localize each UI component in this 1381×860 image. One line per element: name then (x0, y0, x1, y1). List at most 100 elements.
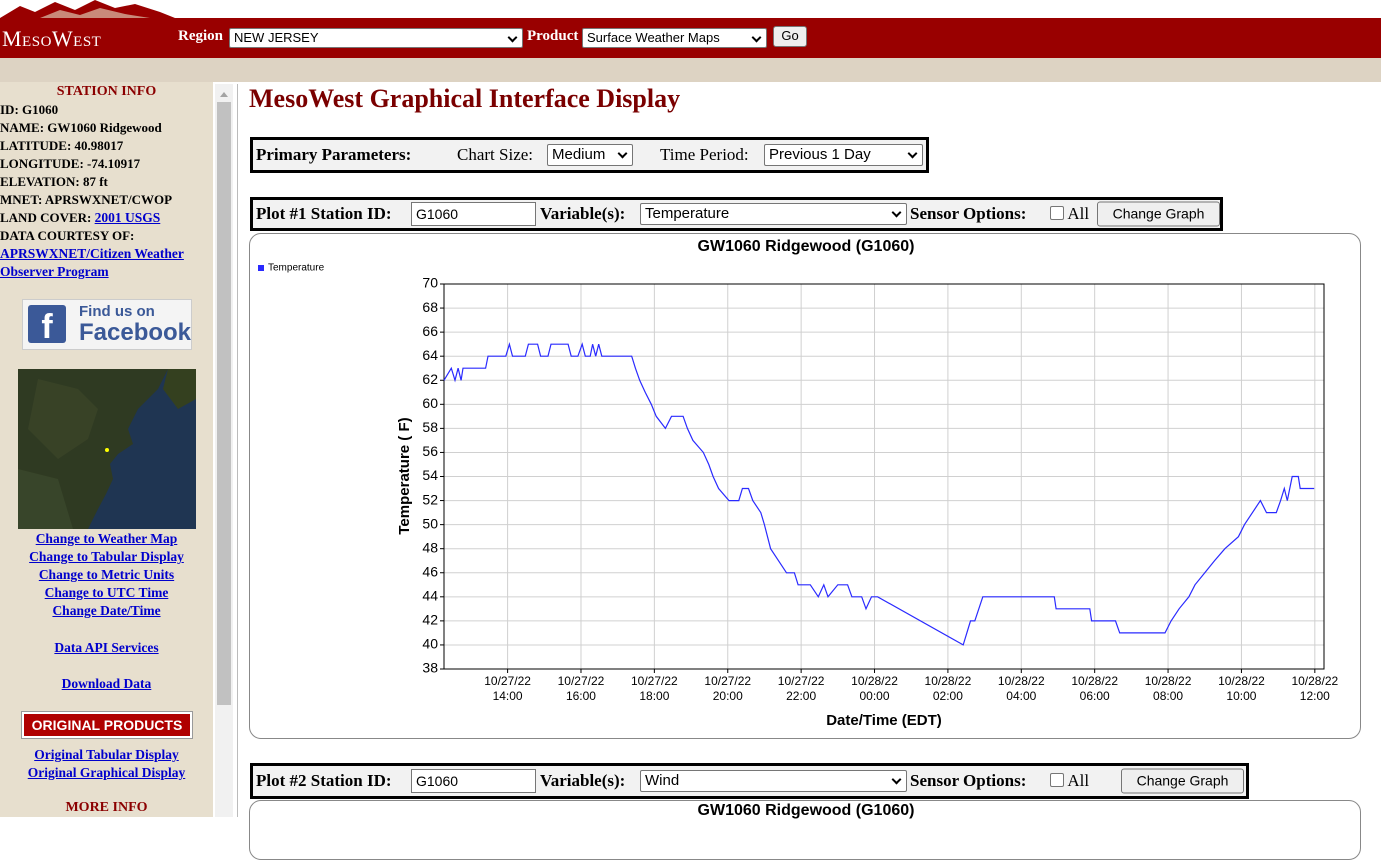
plot-border (443, 283, 1325, 670)
y-tick-label: 52 (422, 491, 438, 507)
chart2-frame: GW1060 Ridgewood (G1060) (249, 800, 1361, 860)
station-field: LONGITUDE: -74.10917 (0, 155, 213, 173)
legend-label: Temperature (268, 263, 325, 274)
region-label: Region (178, 28, 223, 44)
page: MesoWest Region NEW JERSEY Product Surfa… (0, 0, 1381, 817)
field-value: 87 ft (82, 174, 108, 189)
chart: GW1060 Ridgewood (G1060) Temperature ( F… (258, 238, 1339, 729)
plot1-controls: Plot #1 Station ID: G1060 Variable(s): T… (250, 197, 1223, 231)
facebook-line1: Find us on (79, 303, 155, 320)
y-tick-label: 60 (422, 395, 438, 411)
sidebar-link[interactable]: Original Tabular Display (34, 747, 179, 762)
station-field: LATITUDE: 40.98017 (0, 137, 213, 155)
legend-swatch (258, 265, 264, 271)
primary-label: Primary Parameters: (256, 145, 412, 164)
scroll-thumb[interactable] (217, 102, 231, 705)
courtesy-label: DATA COURTESY OF: (0, 228, 135, 243)
sensor-label: Sensor Options: (910, 771, 1027, 790)
variable-label: Variable(s): (540, 204, 626, 223)
size-label: Chart Size: (457, 145, 534, 164)
field-label: ID: (0, 102, 19, 117)
original-products-heading: ORIGINAL PRODUCTS (21, 711, 193, 739)
y-tick-label: 58 (422, 419, 438, 435)
checkbox[interactable] (1050, 206, 1064, 220)
land-cover: LAND COVER: 2001 USGS (0, 209, 160, 227)
size-select[interactable]: Medium (547, 144, 633, 166)
sidebar-link[interactable]: Change to UTC Time (44, 585, 169, 600)
sidebar-link[interactable]: Change to Weather Map (35, 531, 178, 546)
product-select[interactable]: Surface Weather Maps (582, 28, 767, 48)
courtesy: APRSWXNET/Citizen Weather Observer Progr… (0, 245, 213, 281)
usgs-link[interactable]: 2001 USGS (94, 210, 161, 225)
download-row: Download Data (0, 675, 213, 693)
x-tick-label: 10/27/22 22:00 (778, 674, 825, 703)
period-label: Time Period: (660, 145, 749, 164)
station-input[interactable]: G1060 (411, 202, 536, 226)
y-tick-label: 56 (422, 443, 438, 459)
go-button[interactable]: Go (773, 26, 807, 47)
link-row: Change to Weather Map (0, 530, 213, 548)
logo[interactable]: MesoWest (2, 26, 102, 51)
link-row: Change to Tabular Display (0, 548, 213, 566)
x-tick-label: 10/28/22 06:00 (1071, 674, 1118, 703)
link-row: Change to Metric Units (0, 566, 213, 584)
field-label: LATITUDE: (0, 138, 72, 153)
courtesy-link[interactable]: APRSWXNET/Citizen Weather Observer Progr… (0, 246, 184, 279)
y-tick-label: 66 (422, 323, 438, 339)
plot2-controls: Plot #2 Station ID: G1060 Variable(s): W… (250, 763, 1249, 799)
x-tick-label: 10/28/22 02:00 (925, 674, 972, 703)
y-tick-label: 62 (422, 371, 438, 387)
scroll-up[interactable] (220, 92, 228, 97)
y-tick-label: 48 (422, 539, 438, 555)
sidebar-link[interactable]: Change to Metric Units (38, 567, 175, 582)
field-label: LONGITUDE: (0, 156, 84, 171)
change-graph-button[interactable]: Change Graph (1121, 768, 1244, 794)
page-title: MesoWest Graphical Interface Display (249, 84, 681, 113)
x-tick-label: 10/28/22 08:00 (1145, 674, 1192, 703)
station-fields: ID: G1060 NAME: GW1060 Ridgewood LATITUDE:… (0, 101, 213, 209)
download-link[interactable]: Download Data (61, 676, 152, 691)
data-line (443, 341, 1315, 646)
variable-select[interactable]: Temperature (640, 203, 907, 225)
region-select[interactable]: NEW JERSEY (229, 28, 523, 48)
x-tick-label: 10/28/22 10:00 (1218, 674, 1265, 703)
station-label: Plot #1 Station ID: (256, 204, 392, 223)
y-tick-label: 54 (422, 467, 438, 483)
x-tick-label: 10/27/22 18:00 (631, 674, 678, 703)
checkbox[interactable] (1050, 773, 1064, 787)
station-input[interactable]: G1060 (411, 769, 536, 793)
y-tick-label: 46 (422, 563, 438, 579)
field-label: MNET: (0, 192, 43, 207)
sidebar-link[interactable]: Change Date/Time (52, 603, 161, 618)
field-value: -74.10917 (87, 156, 141, 171)
field-value: 40.98017 (74, 138, 124, 153)
chart-frame: GW1060 Ridgewood (G1060) Temperature ( F… (249, 233, 1361, 739)
station-map[interactable] (18, 369, 196, 529)
link-row: Original Graphical Display (0, 764, 213, 782)
facebook-line2: Facebook (79, 319, 192, 346)
facebook-badge[interactable]: f Find us on Facebook (22, 299, 192, 350)
station-label: Plot #2 Station ID: (256, 771, 392, 790)
all-option[interactable]: All (1050, 204, 1089, 224)
header-subbar (0, 58, 1381, 82)
chart2-title: GW1060 Ridgewood (G1060) (697, 802, 915, 819)
scrollbar[interactable] (215, 84, 233, 817)
api-link[interactable]: Data API Services (54, 640, 159, 655)
sidebar-link[interactable]: Change to Tabular Display (29, 549, 184, 564)
field-value: APRSWXNET/CWOP (44, 192, 173, 207)
y-tick-label: 50 (422, 515, 438, 531)
station-field: ID: G1060 (0, 101, 213, 119)
link-row: Change to UTC Time (0, 584, 213, 602)
station-info-heading: STATION INFO (56, 84, 157, 99)
period-select[interactable]: Previous 1 Day (764, 144, 923, 166)
sidebar-link[interactable]: Original Graphical Display (27, 765, 186, 780)
station-field: ELEVATION: 87 ft (0, 173, 213, 191)
all-option[interactable]: All (1050, 771, 1089, 791)
link-row: Original Tabular Display (0, 746, 213, 764)
product-label: Product (527, 28, 579, 44)
change-graph-button[interactable]: Change Graph (1097, 201, 1220, 227)
x-tick-label: 10/28/22 04:00 (998, 674, 1045, 703)
variable-select[interactable]: Wind (640, 770, 907, 792)
field-label: ELEVATION: (0, 174, 80, 189)
primary-parameters: Primary Parameters: Chart Size: Medium T… (250, 137, 929, 173)
